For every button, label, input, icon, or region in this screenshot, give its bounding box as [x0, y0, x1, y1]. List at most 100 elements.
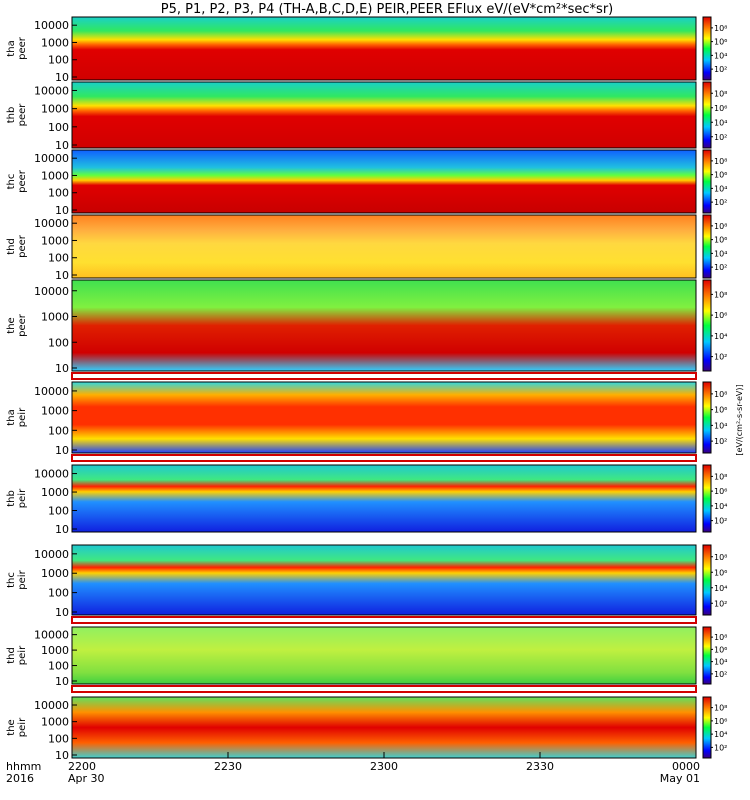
- probe-label: thb: [6, 107, 17, 124]
- colorbar: [702, 16, 712, 81]
- y-tick-label: 1000: [41, 311, 69, 324]
- panel-thb-peer: 10 100 1000 10000 thbpeer 10² 10⁴ 10⁶ 10⁸: [6, 81, 727, 152]
- y-tick-label: 10000: [34, 548, 69, 561]
- colorbar-tick-label: 10⁶: [714, 645, 727, 654]
- spectrogram-image: [72, 215, 696, 278]
- panel-tha-peir: 10 100 1000 10000 thapeir 10² 10⁴ 10⁶ 10⁸: [6, 381, 727, 462]
- y-tick-label: 100: [48, 336, 69, 349]
- plot-frame: [71, 381, 697, 454]
- colorbar-label: [eV/(cm²-s-sr-eV)]: [735, 384, 744, 455]
- colorbar-tick-label: 10⁴: [714, 184, 727, 193]
- colorbar-tick-label: 10⁸: [714, 390, 727, 399]
- y-tick-label: 10: [55, 606, 69, 619]
- probe-label: tha: [6, 409, 17, 425]
- panel-label: thdpeer: [6, 234, 28, 258]
- x-tick-label: 2300: [370, 760, 398, 773]
- spectrogram-image: [72, 82, 696, 148]
- y-tick-label: 10000: [34, 217, 69, 230]
- colorbar-tick-label: 10⁴: [714, 730, 727, 739]
- plot-frame: [71, 544, 697, 616]
- colorbar-tick-label: 10⁶: [714, 236, 727, 245]
- colorbar-tick-label: 10⁴: [714, 584, 727, 593]
- x-tick-date-label: Apr 30: [68, 772, 105, 785]
- spectrogram-image: [72, 697, 696, 758]
- x-tick-label: 2200: [68, 760, 96, 773]
- colorbar-tick-label: 10²: [714, 263, 727, 272]
- plot-frame: [71, 279, 697, 372]
- y-tick-label: 10: [55, 204, 69, 217]
- y-tick-label: 1000: [41, 169, 69, 182]
- panel-thb-peir: 10 100 1000 10000 thbpeir 10² 10⁴ 10⁶ 10⁸: [6, 464, 727, 536]
- colorbar-tick-label: 10²: [714, 65, 727, 74]
- spectrogram-image: [72, 545, 696, 615]
- plot-frame: [71, 81, 697, 149]
- colorbar-tick-label: 10⁶: [714, 104, 727, 113]
- y-tick-label: 10: [55, 749, 69, 762]
- panel-label: thcpeir: [6, 569, 28, 589]
- x-tick-label: 2330: [526, 760, 554, 773]
- colorbar: [702, 214, 712, 279]
- y-tick-label: 100: [48, 252, 69, 265]
- probe-label: thc: [6, 572, 17, 588]
- y-tick-label: 100: [48, 505, 69, 518]
- y-tick-label: 10000: [34, 468, 69, 481]
- colorbar-tick-label: 10⁶: [714, 406, 727, 415]
- y-tick-label: 10000: [34, 19, 69, 32]
- y-tick-label: 10000: [34, 629, 69, 642]
- colorbar-tick-label: 10²: [714, 437, 727, 446]
- colorbar-tick-label: 10⁸: [714, 704, 727, 713]
- y-tick-label: 10: [55, 523, 69, 536]
- y-tick-label: 1000: [41, 103, 69, 116]
- plot-frame: [71, 626, 697, 685]
- colorbar-tick-label: 10⁶: [714, 717, 727, 726]
- y-tick-label: 10: [55, 269, 69, 282]
- y-tick-label: 100: [48, 121, 69, 134]
- y-tick-label: 1000: [41, 234, 69, 247]
- instrument-label: peir: [17, 717, 28, 737]
- panel-label: thepeer: [6, 313, 28, 337]
- colorbar-tick-label: 10⁴: [714, 421, 727, 430]
- instrument-label: peir: [17, 569, 28, 589]
- panel-label: thapeer: [6, 36, 28, 60]
- x-tick-date-label: May 01: [660, 772, 700, 785]
- colorbar-tick-label: 10⁸: [714, 633, 727, 642]
- colorbar-tick-label: 10²: [714, 517, 727, 526]
- colorbar-tick-label: 10⁶: [714, 568, 727, 577]
- colorbar-tick-label: 10⁶: [714, 311, 727, 320]
- colorbar: [702, 544, 712, 616]
- colorbar-tick-label: 10⁸: [714, 89, 727, 98]
- plot-frame: [71, 149, 697, 214]
- instrument-label: peir: [17, 488, 28, 508]
- instrument-label: peir: [17, 407, 28, 427]
- panel-the-peir: 10 100 1000 10000 thepeir 10² 10⁴ 10⁶ 10⁸: [6, 696, 727, 762]
- y-tick-label: 100: [48, 424, 69, 437]
- panel-the-peer: 10 100 1000 10000 thepeer 10² 10⁴ 10⁶ 10⁸: [6, 279, 727, 380]
- y-tick-label: 100: [48, 587, 69, 600]
- spectrogram-image: [72, 150, 696, 213]
- spectrogram-image: [72, 627, 696, 684]
- colorbar-tick-label: 10⁴: [714, 502, 727, 511]
- panel-separator: [71, 372, 697, 380]
- colorbar-tick-label: 10⁸: [714, 24, 727, 33]
- colorbar: [702, 381, 712, 454]
- colorbar-tick-label: 10⁸: [714, 472, 727, 481]
- probe-label: tha: [6, 40, 17, 56]
- colorbar-tick-label: 10²: [714, 670, 727, 679]
- panel-label: thbpeer: [6, 103, 28, 127]
- colorbar-tick-label: 10⁴: [714, 118, 727, 127]
- colorbar-tick-label: 10⁴: [714, 249, 727, 258]
- y-tick-label: 10000: [34, 84, 69, 97]
- axis-header-hhmm: hhmm: [6, 760, 41, 773]
- colorbar: [702, 464, 712, 533]
- plot-frame: [71, 464, 697, 533]
- colorbar: [702, 81, 712, 149]
- panel-label: thdpeir: [6, 645, 28, 665]
- panel-thc-peer: 10 100 1000 10000 thcpeer 10² 10⁴ 10⁶ 10⁸: [6, 149, 727, 217]
- y-tick-label: 100: [48, 660, 69, 673]
- y-tick-label: 10000: [34, 699, 69, 712]
- colorbar-tick-label: 10²: [714, 198, 727, 207]
- y-tick-label: 10: [55, 444, 69, 457]
- colorbar: [702, 696, 712, 759]
- instrument-label: peer: [17, 103, 28, 127]
- instrument-label: peer: [17, 36, 28, 60]
